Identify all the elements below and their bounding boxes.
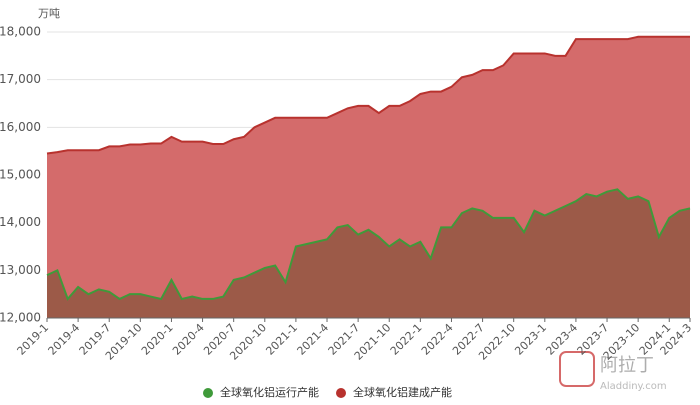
- y-axis-unit: 万吨: [38, 7, 60, 20]
- y-tick-label: 17,000: [0, 72, 41, 86]
- legend-label: 全球氧化铝运行产能: [220, 385, 319, 399]
- legend-marker: [336, 388, 346, 398]
- watermark-name: 阿拉丁: [600, 355, 654, 376]
- y-tick-label: 16,000: [0, 120, 41, 134]
- y-tick-label: 13,000: [0, 263, 41, 277]
- legend-label: 全球氧化铝建成产能: [353, 385, 452, 399]
- x-tick-label: 2019-4: [46, 321, 83, 358]
- watermark-logo: [559, 351, 595, 387]
- x-tick-label: 2022-1: [388, 321, 425, 358]
- line: [46, 35, 690, 155]
- y-tick-label: 14,000: [0, 215, 41, 229]
- line: [46, 188, 691, 301]
- x-tick-label: 2019-1: [14, 321, 51, 358]
- x-tick-label: 2021-1: [263, 321, 300, 358]
- watermark-site: Aladdiny.com: [600, 381, 667, 392]
- legend-marker: [203, 388, 213, 398]
- y-tick-label: 18,000: [0, 25, 41, 39]
- x-tick-label: 2023-1: [512, 321, 549, 358]
- y-tick-label: 15,000: [0, 168, 41, 182]
- y-tick-label: 12,000: [0, 311, 41, 325]
- x-tick-label: 2020-1: [139, 321, 176, 358]
- x-tick-label: 2021-4: [295, 321, 332, 358]
- x-tick-label: 2020-4: [170, 321, 207, 358]
- watermark: 阿拉丁 Aladdiny.com: [559, 351, 667, 392]
- x-tick-label: 2022-4: [419, 321, 456, 358]
